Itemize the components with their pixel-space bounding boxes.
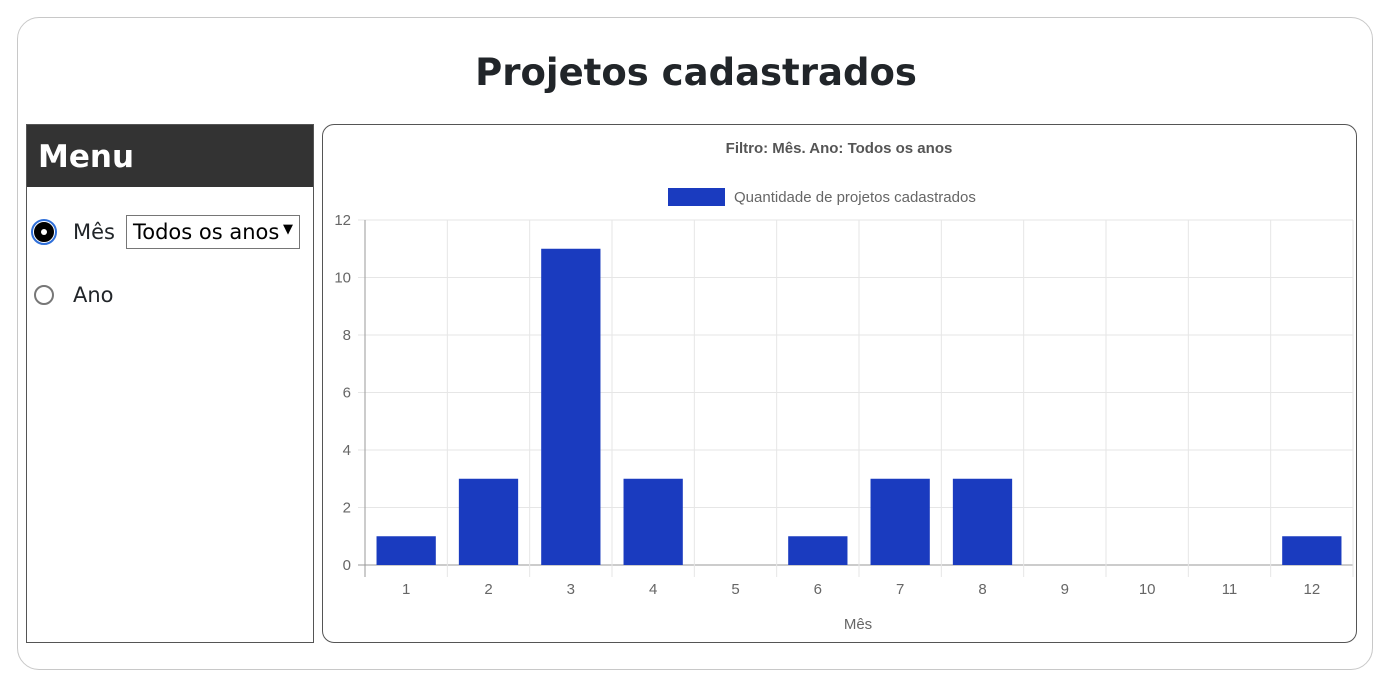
- x-tick-label: 1: [402, 581, 410, 598]
- option-mes-row[interactable]: Mês Todos os anos ▼: [31, 215, 300, 249]
- menu-header: Menu: [27, 125, 313, 187]
- x-tick-label: 7: [896, 581, 904, 598]
- year-select[interactable]: Todos os anos ▼: [125, 215, 300, 249]
- x-tick-label: 6: [814, 581, 822, 598]
- x-tick-label: 2: [484, 581, 492, 598]
- bar-month-12[interactable]: [1282, 536, 1342, 565]
- y-tick-label: 10: [334, 270, 351, 287]
- x-tick-label: 4: [649, 581, 657, 598]
- bar-month-4[interactable]: [623, 478, 683, 565]
- ano-label: Ano: [73, 283, 114, 307]
- bar-month-8[interactable]: [952, 478, 1013, 565]
- bar-month-2[interactable]: [458, 478, 519, 565]
- x-tick-label: 5: [731, 581, 739, 598]
- mes-radio[interactable]: [31, 219, 57, 245]
- y-tick-label: 2: [343, 500, 351, 517]
- x-axis-title: Mês: [844, 616, 872, 633]
- x-tick-label: 12: [1303, 581, 1320, 598]
- chevron-down-icon: ▼: [282, 222, 293, 237]
- grid-layer: [358, 219, 1354, 577]
- y-tick-label: 0: [343, 557, 351, 574]
- bar-month-1[interactable]: [376, 536, 436, 565]
- page-title: Projetos cadastrados: [475, 51, 917, 94]
- chart-title: Filtro: Mês. Ano: Todos os anos: [726, 140, 953, 157]
- x-tick-label: 9: [1061, 581, 1069, 598]
- bar-month-6[interactable]: [788, 536, 848, 565]
- y-tick-label: 12: [334, 212, 351, 229]
- x-tick-label: 3: [567, 581, 575, 598]
- x-tick-label: 11: [1222, 581, 1238, 598]
- bars-layer: [376, 248, 1342, 565]
- bar-chart: Filtro: Mês. Ano: Todos os anos Quantida…: [334, 140, 1354, 633]
- menu-panel: Menu Mês Todos os anos ▼ Ano: [26, 124, 314, 643]
- bar-month-7[interactable]: [870, 478, 930, 565]
- y-tick-label: 4: [343, 442, 351, 459]
- legend-label: Quantidade de projetos cadastrados: [734, 189, 976, 206]
- legend-swatch[interactable]: [668, 188, 725, 206]
- y-tick-label: 8: [343, 327, 351, 344]
- x-tick-label: 10: [1139, 581, 1156, 598]
- ano-radio[interactable]: [34, 285, 54, 305]
- x-tick-label: 8: [978, 581, 986, 598]
- year-select-value: Todos os anos: [132, 220, 280, 244]
- bar-month-3[interactable]: [541, 248, 601, 565]
- y-tick-label: 6: [343, 385, 351, 402]
- mes-label: Mês: [73, 220, 115, 244]
- option-ano-row[interactable]: Ano: [34, 280, 114, 310]
